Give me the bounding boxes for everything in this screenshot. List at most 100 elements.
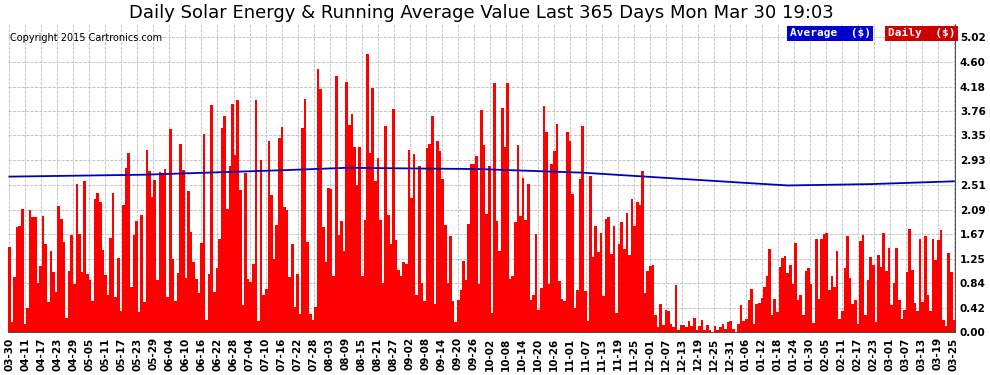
Bar (792, 284, 794, 333)
Bar (291, 244, 293, 333)
Bar (935, 260, 937, 333)
Bar (629, 255, 631, 333)
Bar (937, 240, 940, 333)
Bar (927, 295, 930, 333)
Bar (839, 320, 841, 333)
Bar (947, 254, 950, 333)
Bar (672, 327, 675, 333)
Bar (245, 173, 247, 333)
Bar (40, 266, 42, 333)
Bar (797, 300, 800, 333)
Bar (88, 280, 91, 333)
Bar (338, 235, 341, 333)
Bar (288, 277, 291, 333)
Bar (932, 239, 935, 333)
Bar (136, 220, 138, 333)
Bar (368, 153, 371, 333)
Bar (395, 240, 397, 333)
Bar (514, 222, 517, 333)
Bar (307, 242, 309, 333)
Bar (177, 273, 179, 333)
Bar (644, 293, 646, 333)
Bar (475, 156, 478, 333)
Bar (560, 299, 563, 333)
Bar (128, 153, 130, 333)
Bar (589, 176, 592, 333)
Bar (73, 284, 75, 333)
Bar (662, 326, 664, 333)
Bar (922, 302, 924, 333)
Bar (322, 227, 325, 333)
Bar (146, 150, 148, 333)
Bar (704, 330, 706, 333)
Bar (869, 257, 872, 333)
Bar (631, 199, 634, 333)
Bar (83, 181, 86, 333)
Bar (341, 221, 343, 333)
Bar (763, 288, 765, 333)
Bar (442, 178, 444, 333)
Bar (810, 284, 813, 333)
Bar (909, 229, 911, 333)
Bar (148, 171, 150, 333)
Bar (649, 267, 651, 333)
Bar (898, 300, 901, 333)
Bar (752, 324, 755, 333)
Bar (21, 209, 24, 333)
Bar (885, 271, 888, 333)
Bar (78, 234, 81, 333)
Bar (618, 244, 621, 333)
Bar (405, 264, 408, 333)
Bar (535, 234, 538, 333)
Bar (421, 282, 424, 333)
Bar (581, 126, 584, 333)
Bar (439, 151, 442, 333)
Bar (826, 233, 828, 333)
Bar (584, 291, 587, 333)
Bar (836, 251, 839, 333)
Bar (701, 320, 704, 333)
Bar (802, 315, 805, 333)
Bar (823, 234, 826, 333)
Bar (19, 226, 21, 333)
Bar (203, 134, 205, 333)
Bar (659, 304, 662, 333)
Bar (758, 303, 760, 333)
Bar (335, 76, 338, 333)
Bar (418, 166, 421, 333)
Bar (504, 147, 506, 333)
Bar (843, 268, 846, 333)
Bar (566, 132, 568, 333)
Bar (75, 184, 78, 333)
Bar (416, 295, 418, 333)
Bar (527, 184, 530, 333)
Bar (773, 299, 776, 333)
Bar (828, 291, 831, 333)
Bar (717, 330, 719, 333)
Bar (901, 319, 903, 333)
Bar (740, 305, 742, 333)
Bar (350, 114, 353, 333)
Bar (280, 127, 283, 333)
Bar (182, 170, 184, 333)
Bar (50, 251, 52, 333)
Bar (730, 321, 732, 333)
Bar (805, 271, 807, 333)
Bar (779, 267, 781, 333)
Bar (664, 310, 667, 333)
Bar (464, 280, 467, 333)
Bar (141, 215, 143, 333)
Bar (48, 302, 50, 333)
Bar (267, 141, 270, 333)
Bar (459, 290, 462, 333)
Bar (408, 150, 410, 333)
Bar (117, 258, 120, 333)
Bar (651, 266, 654, 333)
Bar (669, 324, 672, 333)
Bar (325, 262, 328, 333)
Bar (626, 213, 629, 333)
Bar (358, 147, 361, 333)
Bar (942, 320, 944, 333)
Bar (911, 270, 914, 333)
Bar (776, 312, 779, 333)
